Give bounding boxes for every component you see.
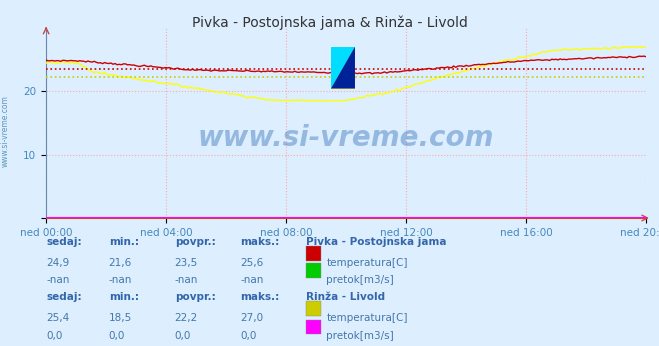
Text: povpr.:: povpr.:	[175, 292, 215, 302]
Text: 25,6: 25,6	[241, 258, 264, 268]
Text: Pivka - Postojnska jama & Rinža - Livold: Pivka - Postojnska jama & Rinža - Livold	[192, 16, 467, 30]
Text: 24,9: 24,9	[46, 258, 69, 268]
Text: temperatura[C]: temperatura[C]	[326, 313, 408, 323]
Bar	[331, 47, 355, 89]
Text: 22,2: 22,2	[175, 313, 198, 323]
Text: -nan: -nan	[109, 275, 132, 285]
Text: maks.:: maks.:	[241, 292, 280, 302]
Text: 0,0: 0,0	[109, 331, 125, 342]
Text: -nan: -nan	[175, 275, 198, 285]
Text: maks.:: maks.:	[241, 237, 280, 247]
Text: min.:: min.:	[109, 237, 139, 247]
Text: 0,0: 0,0	[241, 331, 257, 342]
Text: povpr.:: povpr.:	[175, 237, 215, 247]
Text: Rinža - Livold: Rinža - Livold	[306, 292, 386, 302]
Text: 25,4: 25,4	[46, 313, 69, 323]
Text: min.:: min.:	[109, 292, 139, 302]
Text: Pivka - Postojnska jama: Pivka - Postojnska jama	[306, 237, 447, 247]
Text: pretok[m3/s]: pretok[m3/s]	[326, 331, 394, 342]
Text: temperatura[C]: temperatura[C]	[326, 258, 408, 268]
Polygon shape	[331, 47, 355, 89]
Text: -nan: -nan	[46, 275, 69, 285]
Polygon shape	[331, 47, 355, 89]
Text: 0,0: 0,0	[175, 331, 191, 342]
Text: sedaj:: sedaj:	[46, 292, 82, 302]
Text: 21,6: 21,6	[109, 258, 132, 268]
Text: 0,0: 0,0	[46, 331, 63, 342]
Text: pretok[m3/s]: pretok[m3/s]	[326, 275, 394, 285]
Text: www.si-vreme.com: www.si-vreme.com	[1, 95, 10, 167]
Text: 27,0: 27,0	[241, 313, 264, 323]
Text: -nan: -nan	[241, 275, 264, 285]
Text: 18,5: 18,5	[109, 313, 132, 323]
Text: www.si-vreme.com: www.si-vreme.com	[198, 124, 494, 152]
Text: 23,5: 23,5	[175, 258, 198, 268]
Text: sedaj:: sedaj:	[46, 237, 82, 247]
